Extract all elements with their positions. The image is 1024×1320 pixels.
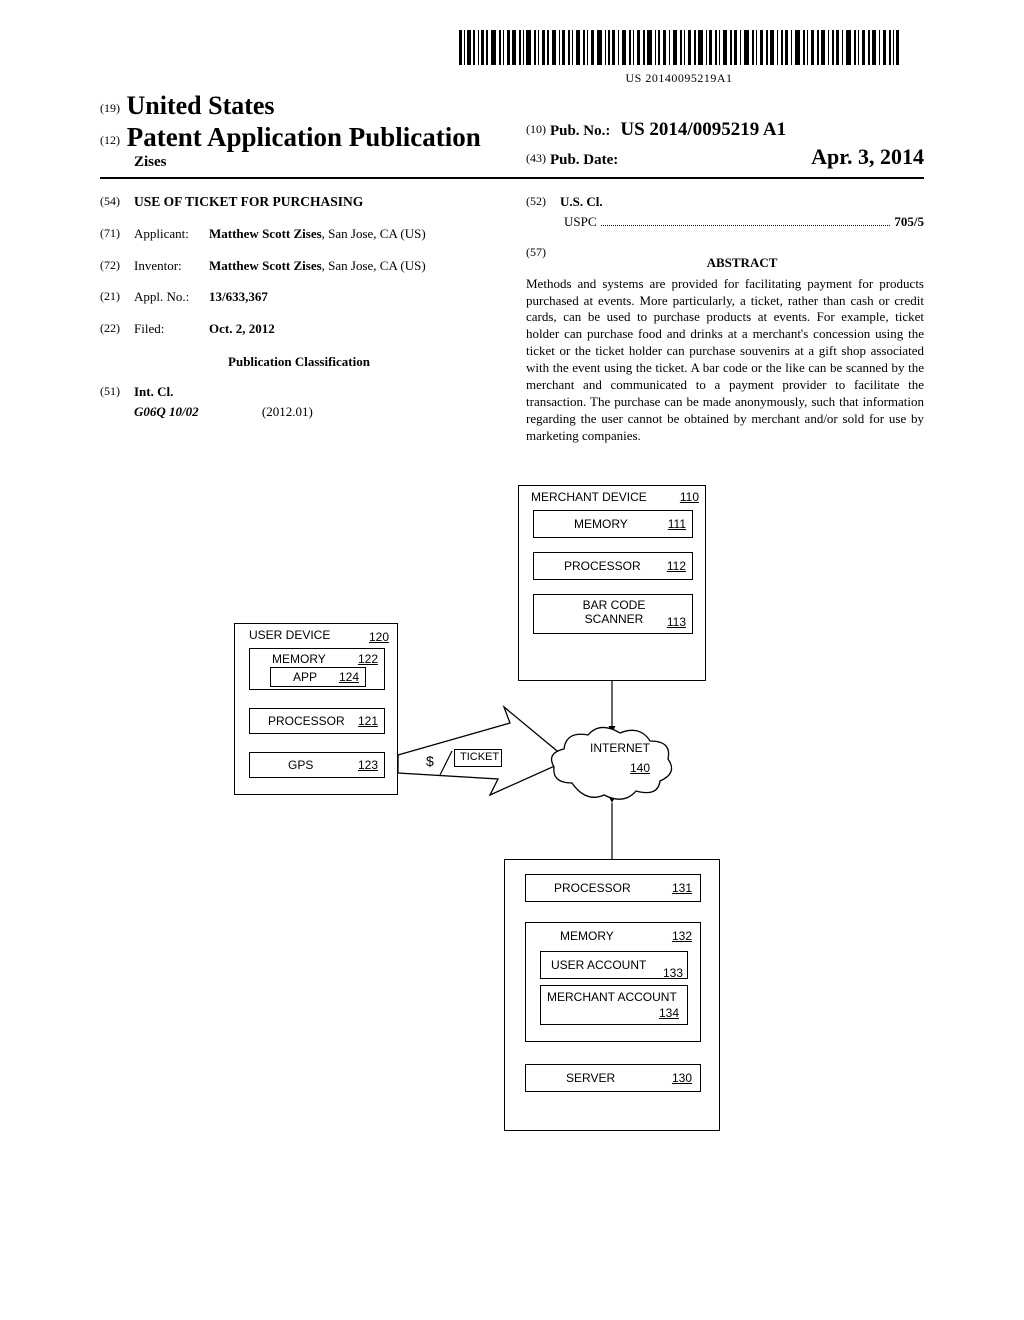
barcode-number: US 20140095219A1 [459, 71, 899, 86]
country-code: (19) [100, 101, 120, 115]
user-account-label: USER ACCOUNT [551, 958, 646, 972]
intcl-code: (51) [100, 383, 134, 401]
applicant-name: Matthew Scott Zises [209, 226, 322, 241]
dollar-sign: $ [426, 753, 434, 769]
uscl-leader [601, 225, 891, 226]
ticket-label: TICKET [460, 751, 499, 763]
merchant-memory-num: 111 [668, 517, 686, 531]
gps-num: 123 [358, 758, 378, 772]
server-label: SERVER [566, 1071, 615, 1085]
abstract-heading: ABSTRACT [560, 254, 924, 272]
server-memory-num: 132 [672, 929, 692, 943]
pub-type: Patent Application Publication [127, 122, 481, 152]
abstract-text: Methods and systems are provided for fac… [526, 276, 924, 445]
server-box: PROCESSOR 131 MEMORY 132 USER ACCOUNT 13… [504, 859, 720, 1131]
pub-date-label: Pub. Date: [550, 152, 618, 168]
filed-code: (22) [100, 320, 134, 338]
internet-label: INTERNET [590, 741, 650, 755]
user-device-num: 120 [369, 630, 389, 644]
country-name: United States [127, 91, 275, 120]
app-label: APP [293, 670, 317, 684]
pub-no-code: (10) [526, 122, 546, 136]
barcode-graphic: US 20140095219A1 [459, 30, 899, 86]
intcl-label: Int. Cl. [134, 384, 173, 399]
applicant-label: Applicant: [134, 225, 209, 243]
pub-date-value: Apr. 3, 2014 [811, 144, 924, 170]
user-processor-label: PROCESSOR [268, 714, 345, 728]
merchant-account-label: MERCHANT ACCOUNT [547, 990, 677, 1004]
header-inventor: Zises [134, 154, 518, 171]
barcode-scanner-label: BAR CODE SCANNER [564, 598, 664, 626]
abstract-code: (57) [526, 244, 560, 276]
pub-no-label: Pub. No.: [550, 123, 610, 139]
figure-1: MERCHANT DEVICE 110 MEMORY 111 PROCESSOR… [100, 475, 924, 1215]
server-num: 130 [672, 1071, 692, 1085]
inventor-code: (72) [100, 257, 134, 275]
applno-value: 13/633,367 [209, 289, 268, 304]
user-device-box: USER DEVICE 120 MEMORY 122 APP 124 PROCE… [234, 623, 398, 795]
applicant-code: (71) [100, 225, 134, 243]
intcl-value: G06Q 10/02 [134, 404, 199, 419]
filed-label: Filed: [134, 320, 209, 338]
pub-no-value: US 2014/0095219 A1 [620, 119, 786, 140]
merchant-device-box: MERCHANT DEVICE 110 MEMORY 111 PROCESSOR… [518, 485, 706, 681]
uscl-value: 705/5 [894, 213, 924, 231]
inventor-label: Inventor: [134, 257, 209, 275]
user-account-num: 133 [663, 966, 683, 980]
user-processor-num: 121 [358, 714, 378, 728]
title-code: (54) [100, 193, 134, 211]
gps-label: GPS [288, 758, 313, 772]
merchant-processor-num: 112 [667, 559, 686, 573]
inventor-name: Matthew Scott Zises [209, 258, 322, 273]
user-memory-num: 122 [358, 652, 378, 666]
pub-class-heading: Publication Classification [100, 353, 498, 371]
internet-cloud-icon [548, 725, 678, 809]
app-num: 124 [339, 670, 359, 684]
applno-label: Appl. No.: [134, 288, 209, 306]
invention-title: USE OF TICKET FOR PURCHASING [134, 193, 363, 211]
server-memory-label: MEMORY [560, 929, 614, 943]
barcode-block: US 20140095219A1 [100, 30, 899, 87]
internet-num: 140 [630, 761, 650, 775]
intcl-year: (2012.01) [262, 404, 313, 419]
applicant-loc: , San Jose, CA (US) [322, 226, 426, 241]
user-memory-label: MEMORY [272, 652, 326, 666]
uscl-label: U.S. Cl. [560, 194, 603, 209]
merchant-processor-label: PROCESSOR [564, 559, 641, 573]
pub-type-code: (12) [100, 133, 120, 147]
server-processor-num: 131 [672, 881, 692, 895]
barcode-scanner-num: 113 [667, 615, 686, 629]
pub-date-code: (43) [526, 151, 546, 165]
merchant-memory-label: MEMORY [574, 517, 628, 531]
merchant-account-num: 134 [659, 1006, 679, 1020]
inventor-loc: , San Jose, CA (US) [322, 258, 426, 273]
uscl-prefix: USPC [564, 213, 597, 231]
merchant-device-label: MERCHANT DEVICE [531, 490, 647, 504]
applno-code: (21) [100, 288, 134, 306]
uscl-code: (52) [526, 193, 560, 211]
server-processor-label: PROCESSOR [554, 881, 631, 895]
filed-value: Oct. 2, 2012 [209, 321, 275, 336]
user-device-label: USER DEVICE [249, 628, 330, 642]
merchant-device-num: 110 [680, 490, 699, 504]
